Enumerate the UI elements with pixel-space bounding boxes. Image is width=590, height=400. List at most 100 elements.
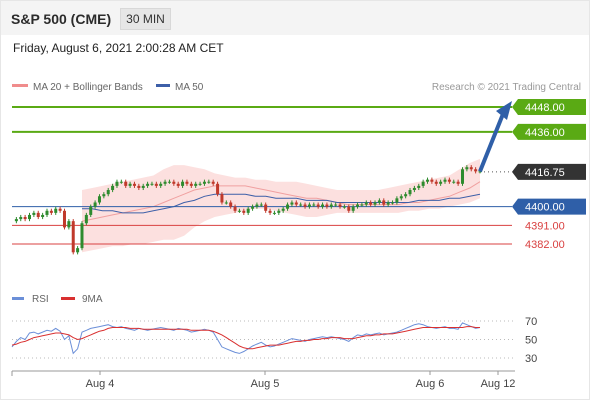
candle-body: [102, 194, 106, 197]
candle-body: [312, 204, 316, 206]
candle-body: [216, 183, 220, 195]
credit-label: Research © 2021 Trading Central: [432, 82, 581, 93]
candle-body: [198, 183, 202, 185]
candle-body: [19, 217, 23, 220]
candle-body: [62, 210, 66, 228]
level-label-3: 4400.00: [525, 202, 565, 214]
candle-body: [443, 179, 447, 182]
rsi-tick-0: 70: [525, 316, 537, 328]
candle-body: [194, 183, 198, 186]
candle-body: [377, 200, 381, 203]
candle-body: [229, 202, 233, 207]
candle-body: [430, 179, 434, 182]
candle-body: [80, 223, 84, 249]
level-tag-2: [512, 163, 586, 180]
candle-body: [373, 202, 377, 205]
candle-body: [321, 204, 325, 207]
candle-body: [49, 210, 53, 213]
candle-body: [58, 208, 62, 211]
candle-body: [159, 183, 163, 186]
candle-body: [185, 181, 189, 184]
level-label-1: 4436.00: [525, 127, 565, 139]
candle-body: [286, 204, 290, 209]
candle-body: [76, 248, 80, 253]
ma20-line: [81, 181, 481, 222]
candle-body: [391, 202, 395, 204]
candle-body: [465, 167, 469, 170]
candle-body: [115, 181, 119, 186]
candle-body: [382, 200, 386, 205]
candle-body: [264, 204, 268, 211]
ma50-legend-swatch: [156, 84, 170, 87]
candle-body: [395, 198, 399, 203]
candle-body: [369, 202, 373, 205]
candle-body: [93, 202, 97, 207]
candle-body: [23, 217, 27, 220]
rsi-ma-legend-label: 9MA: [82, 294, 103, 305]
level-label-2: 4416.75: [525, 167, 565, 179]
candle-body: [360, 204, 364, 206]
candle-body: [356, 204, 360, 207]
chart-header: S&P 500 (CME) 30 MIN: [1, 1, 589, 35]
candle-body: [474, 169, 478, 172]
candle-body: [207, 181, 211, 183]
candle-body: [111, 185, 115, 191]
candle-body: [224, 202, 228, 204]
candle-body: [259, 204, 263, 206]
candle-body: [417, 185, 421, 188]
level-label-0: 4448.00: [525, 102, 565, 114]
candle-body: [176, 183, 180, 186]
candle-body: [399, 196, 403, 199]
candle-body: [251, 206, 255, 209]
level-tag-3: [512, 198, 586, 215]
candle-body: [404, 194, 408, 197]
candle-body: [303, 204, 307, 207]
rsi-ma-line: [11, 326, 480, 350]
x-tick-label-2: Aug 6: [416, 378, 445, 390]
candle-body: [32, 212, 36, 215]
ma50-line: [82, 193, 481, 214]
candle-body: [45, 210, 49, 215]
rsi-legend-label: RSI: [32, 294, 49, 305]
candle-body: [342, 206, 346, 208]
timeframe-button[interactable]: 30 MIN: [120, 8, 171, 30]
candle-body: [456, 181, 460, 184]
candle-body: [211, 181, 215, 184]
rsi-line: [11, 322, 481, 355]
rsi-ma-legend-swatch: [61, 297, 75, 300]
candle-body: [163, 181, 167, 184]
x-tick-label-0: Aug 4: [86, 378, 115, 390]
candle-body: [237, 210, 241, 212]
candle-body: [268, 210, 272, 213]
candle-body: [426, 179, 430, 182]
candle-body: [242, 210, 246, 213]
candle-body: [408, 190, 412, 195]
candle-body: [386, 202, 390, 205]
candle-body: [307, 204, 311, 207]
candle-body: [172, 181, 176, 184]
instrument-title: S&P 500 (CME): [11, 11, 112, 27]
candle-body: [255, 204, 259, 207]
level-label-5: 4382.00: [525, 239, 565, 251]
candle-body: [347, 206, 351, 211]
candle-body: [316, 204, 320, 207]
candle-body: [469, 167, 473, 170]
candle-body: [41, 214, 45, 218]
candle-body: [128, 183, 132, 186]
candle-body: [36, 212, 40, 218]
candle-body: [290, 202, 294, 205]
candle-body: [277, 210, 281, 213]
candle-body: [447, 179, 451, 182]
candle-body: [421, 181, 425, 186]
candle-body: [71, 221, 75, 253]
candle-body: [202, 181, 206, 184]
candle-body: [412, 187, 416, 191]
x-tick-label-1: Aug 5: [251, 378, 280, 390]
level-tag-1: [512, 123, 586, 140]
candle-body: [364, 202, 368, 205]
candle-body: [334, 204, 338, 206]
candle-body: [84, 214, 88, 224]
rsi-legend-swatch: [12, 297, 24, 300]
candle-body: [150, 183, 154, 185]
